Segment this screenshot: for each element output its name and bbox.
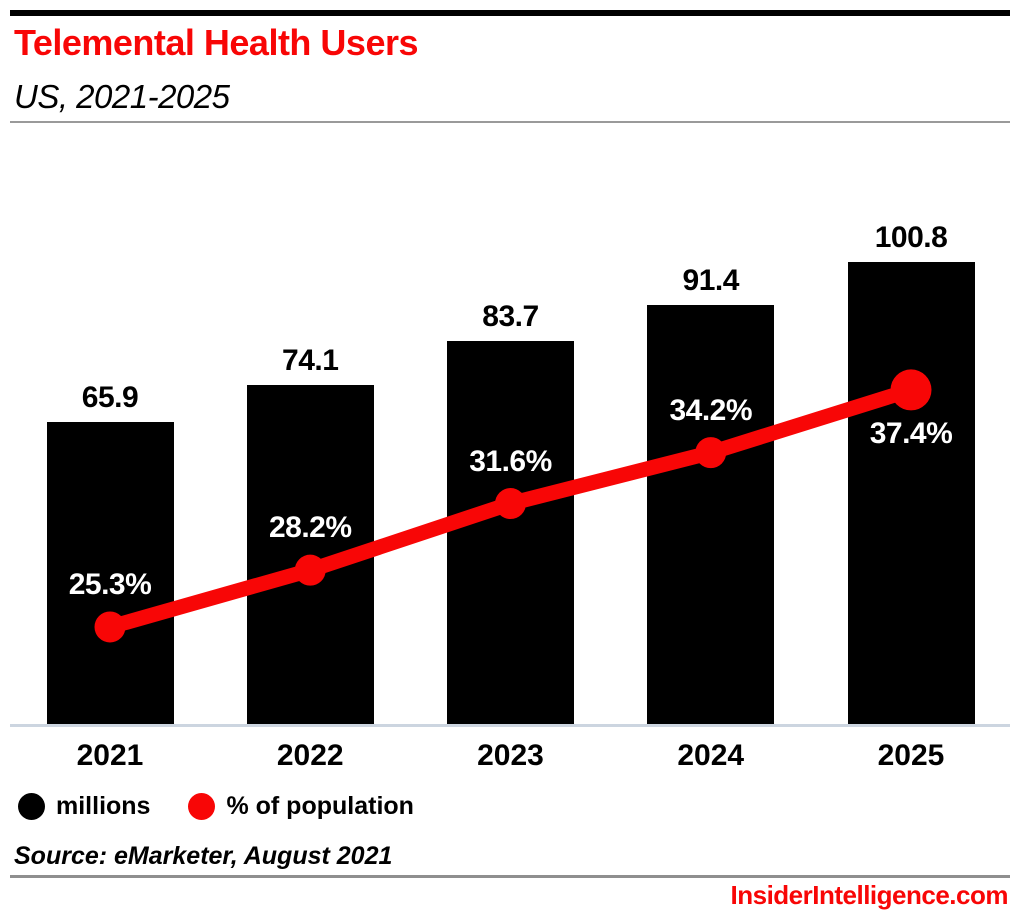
legend-label-millions: millions [56,792,151,820]
bar-2024 [647,305,775,725]
pct-label-2022: 28.2% [268,511,352,545]
source-note: Source: eMarketer, August 2021 [14,842,393,870]
data-point-marker-2023 [495,488,526,520]
millions-dot-icon [18,793,45,820]
brand-link[interactable]: InsiderIntelligence.com [730,880,1009,910]
bar-value-label-2021: 65.9 [81,381,139,415]
page-subtitle: US, 2021-2025 [14,78,230,115]
bar-2023 [447,340,574,725]
population-dot-icon [188,793,216,820]
bar-2021 [46,422,174,725]
data-point-marker-2021 [94,611,126,643]
pct-label-2021: 25.3% [68,567,152,601]
x-axis-label-2025: 2025 [877,739,945,772]
data-point-marker-2025 [890,369,932,411]
bar-value-label-2023: 83.7 [482,299,539,333]
x-axis-label-2022: 2022 [276,739,344,772]
top-accent-bar [10,10,1010,16]
bar-value-label-2022: 74.1 [282,343,339,377]
header-divider [10,121,1010,123]
bar-value-label-2024: 91.4 [682,264,740,298]
legend-item-population: % of population [188,792,414,821]
pct-label-2024: 34.2% [669,393,753,427]
x-axis-line [10,724,1010,727]
bar-2025 [847,262,975,725]
x-axis-label-2023: 2023 [477,739,544,772]
x-axis-label-2024: 2024 [677,739,745,772]
chart-legend: millions % of population [18,792,414,821]
data-point-marker-2022 [294,554,326,586]
bar-value-label-2025: 100.8 [874,221,948,254]
page-title: Telemental Health Users [14,22,419,63]
footer-divider [10,875,1010,878]
legend-label-population: % of population [226,792,414,820]
legend-item-millions: millions [18,792,150,821]
pct-label-2025: 37.4% [869,416,953,450]
data-point-marker-2024 [695,437,727,469]
pct-label-2023: 31.6% [469,444,552,478]
x-axis-label-2021: 2021 [76,739,144,772]
